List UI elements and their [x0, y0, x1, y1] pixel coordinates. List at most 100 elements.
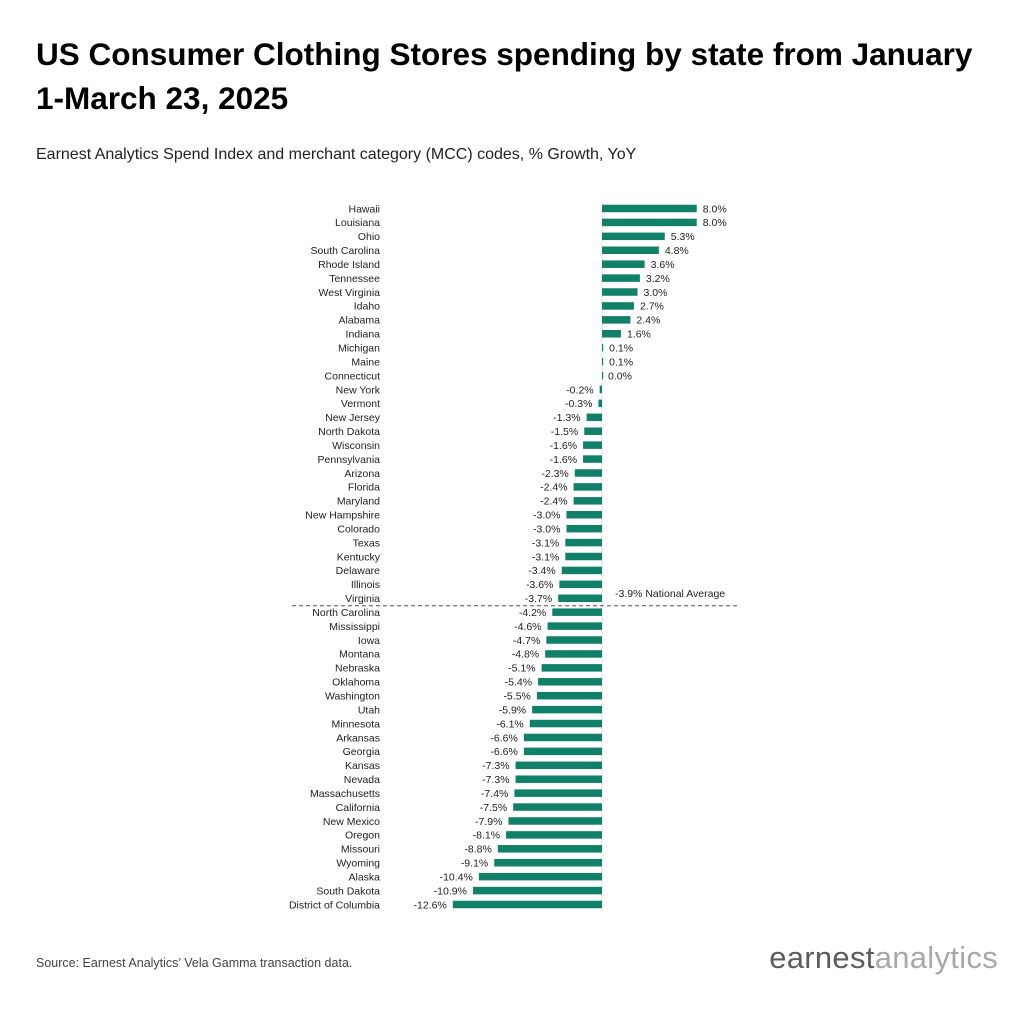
value-label: 2.7% — [640, 301, 664, 313]
source-note: Source: Earnest Analytics’ Vela Gamma tr… — [36, 956, 353, 970]
value-label: -6.6% — [490, 732, 517, 744]
value-label: -5.5% — [503, 691, 530, 703]
bar — [602, 204, 697, 213]
bar — [515, 775, 602, 783]
category-label: Connecticut — [325, 370, 381, 382]
bar — [545, 650, 602, 658]
bar — [566, 510, 602, 519]
category-label: Hawaii — [348, 203, 380, 215]
category-label: New Hampshire — [305, 510, 380, 522]
category-label: Michigan — [338, 343, 380, 355]
category-label: Oregon — [345, 830, 380, 842]
bar — [573, 483, 602, 491]
category-label: Georgia — [343, 746, 381, 758]
value-label: -1.3% — [553, 412, 580, 424]
bar — [515, 761, 602, 770]
bar — [523, 747, 602, 756]
bar — [538, 678, 602, 686]
logo-word-analytics: analytics — [874, 940, 998, 975]
value-label: -7.3% — [482, 774, 509, 786]
earnest-analytics-logo: earnestanalytics — [769, 938, 998, 978]
value-label: -8.8% — [464, 844, 491, 856]
value-label: -2.4% — [540, 496, 567, 508]
bar — [584, 427, 602, 435]
category-label: California — [336, 802, 381, 814]
bar — [497, 845, 602, 853]
bar — [602, 260, 645, 268]
bar — [514, 789, 602, 797]
category-label: New York — [336, 384, 381, 396]
category-label: Missouri — [341, 844, 380, 856]
category-label: Alaska — [348, 871, 380, 883]
chart-subtitle: Earnest Analytics Spend Index and mercha… — [36, 146, 637, 163]
category-label: Texas — [353, 537, 380, 549]
value-label: -4.8% — [512, 649, 539, 661]
category-label: Tennessee — [329, 273, 380, 285]
value-label: -7.4% — [481, 788, 508, 800]
bar — [583, 455, 602, 463]
value-label: -2.3% — [541, 468, 568, 480]
category-label: Nebraska — [335, 663, 380, 675]
category-label: Louisiana — [335, 217, 380, 229]
category-label: District of Columbia — [289, 899, 380, 911]
value-label: 2.4% — [636, 315, 660, 327]
category-label: Maine — [351, 356, 380, 368]
bar — [586, 413, 602, 422]
bar — [602, 357, 604, 366]
bar — [565, 538, 602, 547]
bar — [602, 316, 631, 324]
value-label: -3.0% — [533, 523, 560, 535]
bar — [494, 858, 602, 867]
bar — [602, 371, 604, 380]
bar — [558, 594, 602, 603]
value-label: -4.6% — [514, 621, 541, 633]
category-label: Alabama — [339, 315, 381, 327]
value-label: -1.5% — [551, 426, 578, 438]
bar — [541, 664, 602, 672]
bar — [478, 872, 602, 881]
value-label: -4.2% — [519, 607, 546, 619]
category-label: Arkansas — [336, 732, 380, 744]
category-label: Montana — [339, 649, 380, 661]
bar — [506, 831, 602, 839]
category-label: Idaho — [354, 301, 380, 313]
bar — [508, 817, 602, 825]
bar — [602, 330, 621, 338]
value-label: -5.9% — [499, 704, 526, 716]
value-label: 4.8% — [665, 245, 689, 257]
bar — [547, 622, 602, 630]
value-label: -3.4% — [528, 565, 555, 577]
value-label: -12.6% — [414, 899, 447, 911]
bar — [472, 886, 602, 895]
category-label: Indiana — [346, 329, 381, 341]
category-label: North Carolina — [312, 607, 380, 619]
value-label: -6.1% — [496, 718, 523, 730]
value-label: 3.6% — [651, 259, 675, 271]
category-label: South Dakota — [316, 885, 380, 897]
value-label: 3.2% — [646, 273, 670, 285]
value-label: -7.5% — [480, 802, 507, 814]
category-label: New Mexico — [323, 816, 380, 828]
national-average-label: -3.9% National Average — [615, 588, 725, 600]
value-label: -7.3% — [482, 760, 509, 772]
bar — [536, 691, 602, 700]
bar — [532, 705, 602, 714]
bar — [513, 803, 602, 811]
category-label: Virginia — [345, 593, 380, 605]
value-label: -3.6% — [526, 579, 553, 591]
bar — [573, 497, 602, 505]
value-label: -0.2% — [566, 384, 593, 396]
value-label: 0.1% — [609, 343, 633, 355]
category-label: Washington — [325, 691, 380, 703]
value-label: -3.1% — [532, 537, 559, 549]
bar — [523, 733, 602, 742]
value-label: -10.9% — [434, 885, 467, 897]
logo-word-earnest: earnest — [769, 940, 875, 975]
value-label: -5.4% — [505, 677, 532, 689]
bar — [561, 566, 602, 575]
bar — [529, 719, 602, 728]
category-label: Ohio — [358, 231, 380, 243]
bar — [565, 552, 602, 561]
value-label: -0.3% — [565, 398, 592, 410]
